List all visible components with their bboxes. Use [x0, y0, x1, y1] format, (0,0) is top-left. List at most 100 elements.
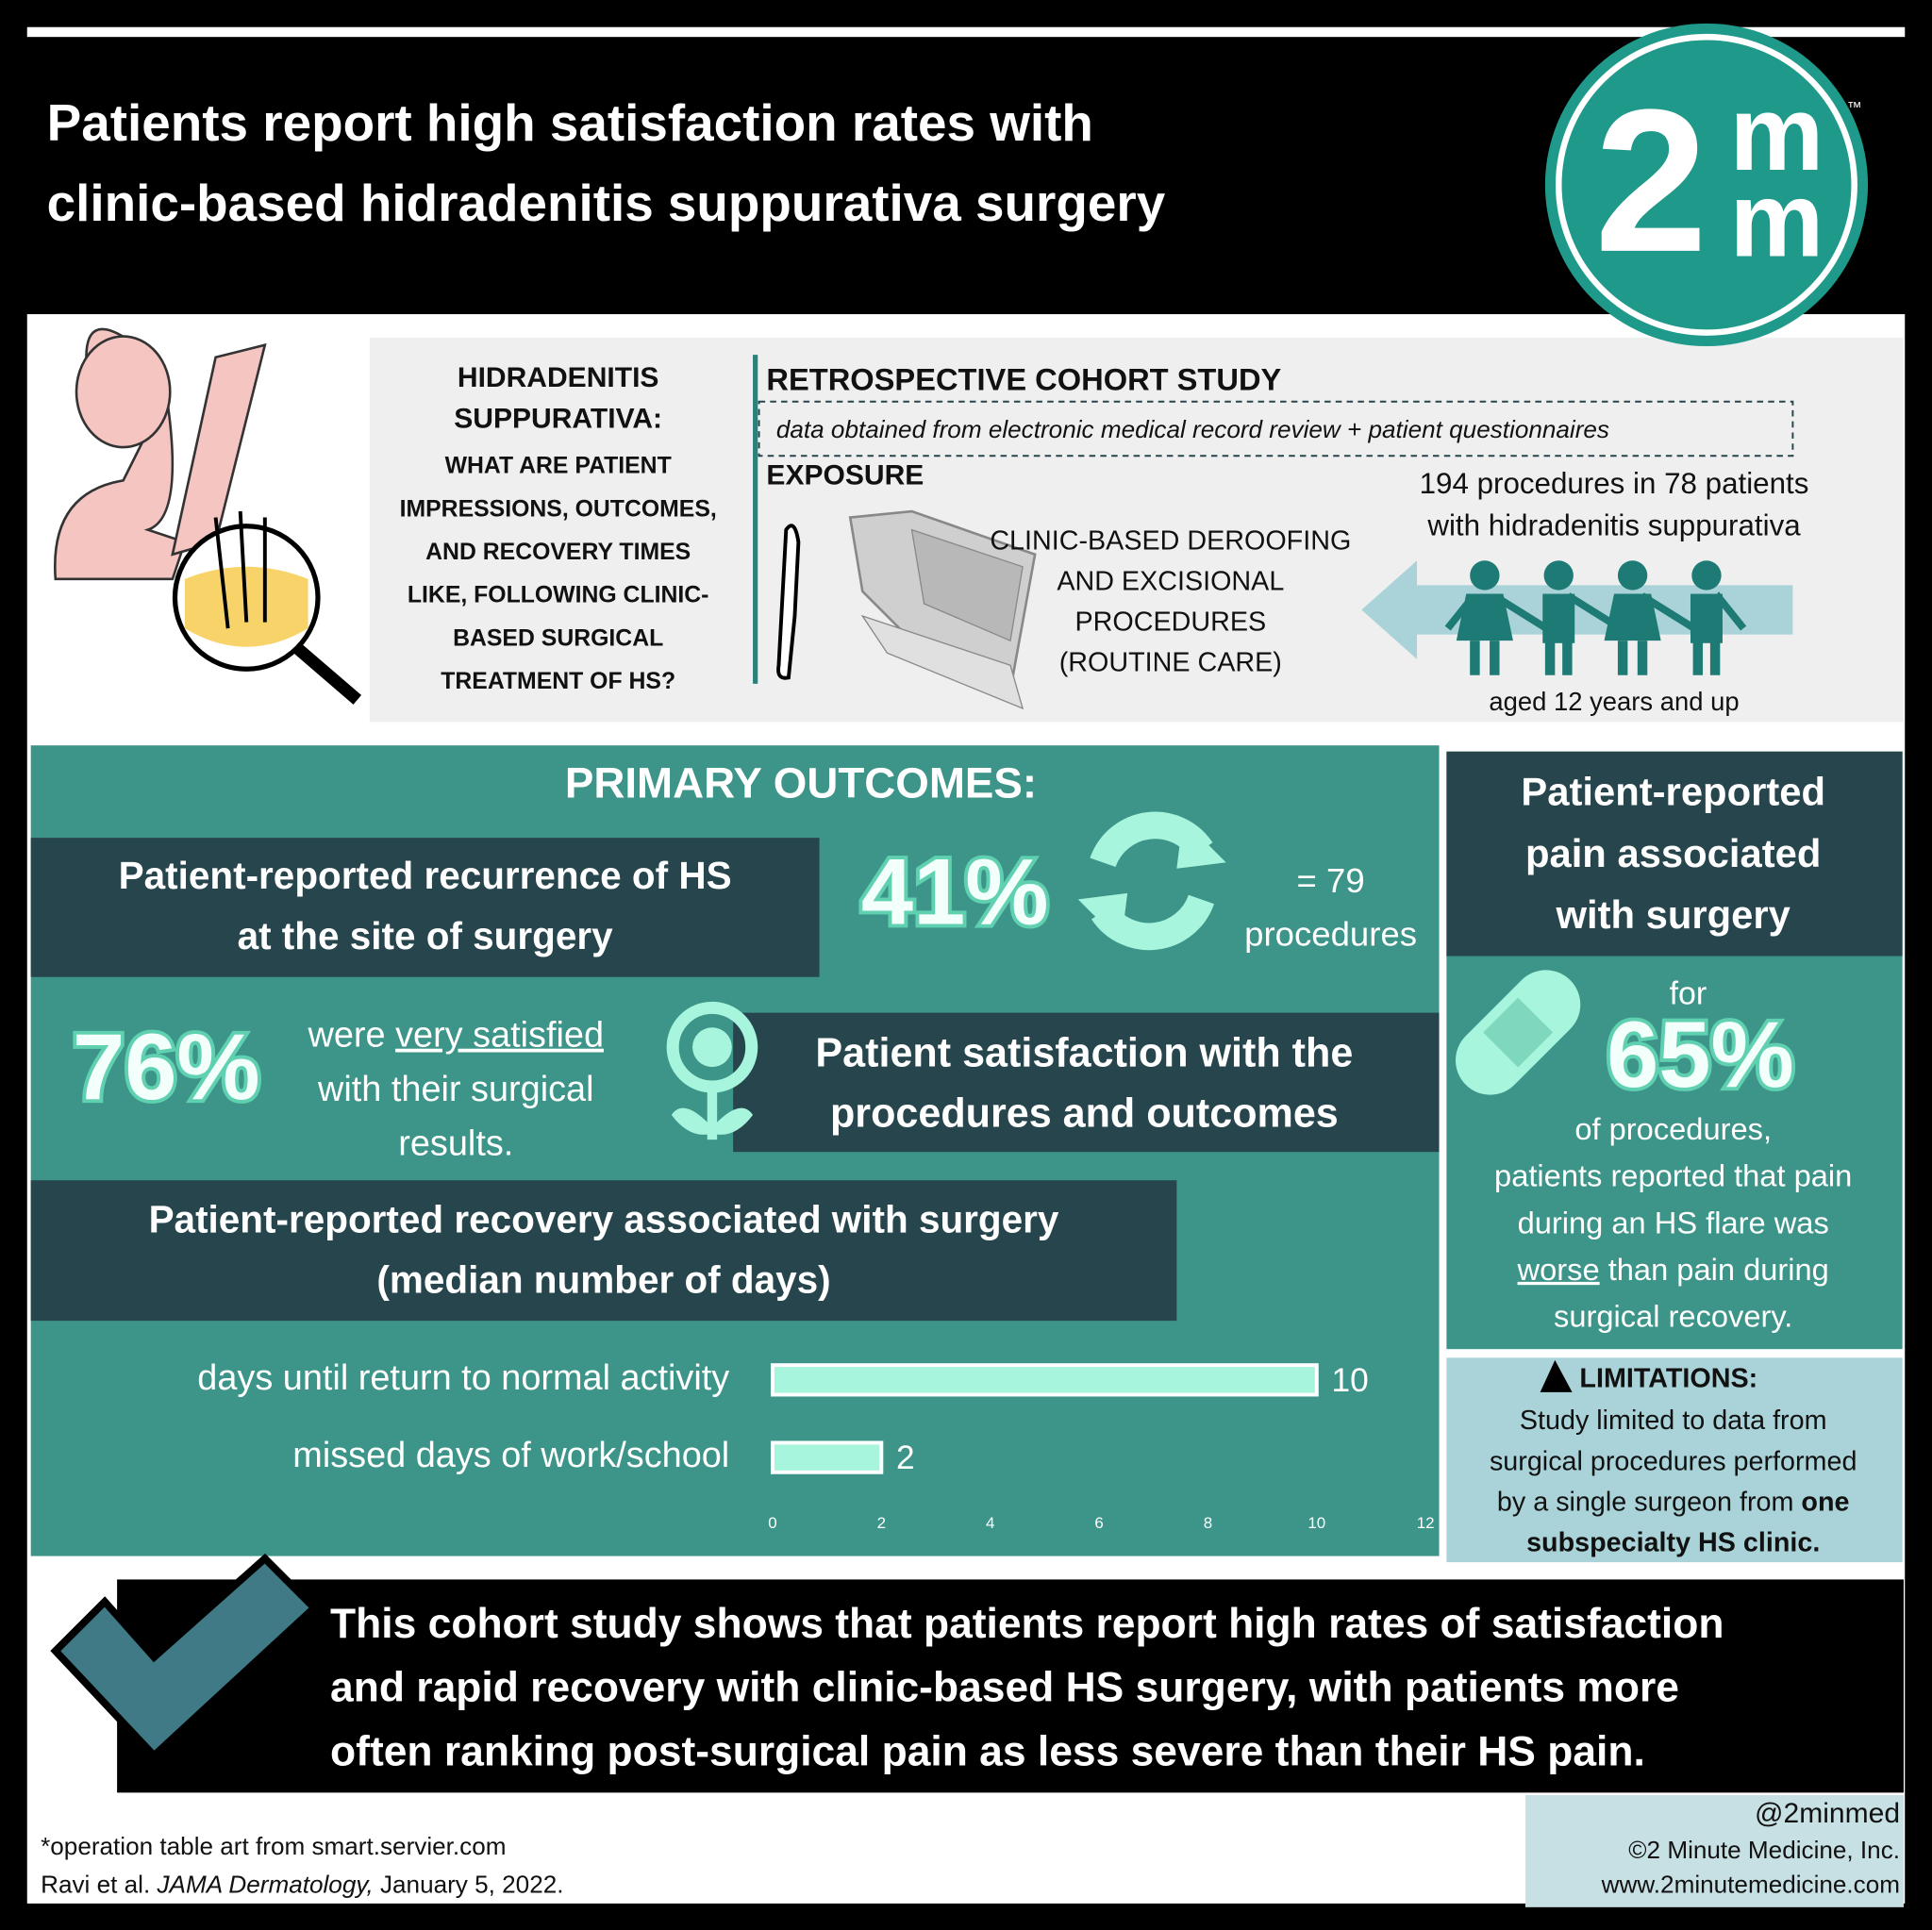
population-line: with hidradenitis suppurativa — [1426, 508, 1801, 541]
citation-part: January 5, 2022. — [374, 1871, 564, 1899]
data-source: data obtained from electronic medical re… — [776, 415, 1609, 443]
satisfaction-line-part: with their surgical — [317, 1070, 593, 1109]
satisfaction-line: with their surgical — [317, 1070, 593, 1109]
satisfaction-percent: 76% — [73, 1015, 260, 1120]
recurrence-label: at the site of surgery — [238, 914, 614, 957]
value-label: 10 — [1331, 1362, 1368, 1399]
art-credit: *operation table art from smart.servier.… — [41, 1832, 506, 1860]
question-line: AND RECOVERY TIMES — [425, 540, 691, 565]
title: clinic-based hidradenitis suppurativa su… — [47, 174, 1166, 232]
limitations-panel — [1446, 1357, 1903, 1563]
logo-ring — [1555, 33, 1857, 336]
recovery-label: (median number of days) — [376, 1257, 830, 1301]
exposure-label: EXPOSURE — [766, 459, 924, 491]
x-tick-label: 2 — [877, 1514, 886, 1532]
x-tick-label: 12 — [1417, 1514, 1435, 1532]
website: www.2minutemedicine.com — [1601, 1871, 1900, 1899]
population-line: 194 procedures in 78 patients — [1420, 467, 1809, 500]
satisfaction-line-part: very satisfied — [395, 1016, 604, 1056]
exposure-line: CLINIC-BASED DEROOFING — [990, 525, 1351, 556]
question-line: BASED SURGICAL — [453, 625, 663, 651]
logo-letter: m — [1729, 159, 1824, 278]
outcomes-heading: PRIMARY OUTCOMES: — [565, 758, 1037, 807]
copyright: ©2 Minute Medicine, Inc. — [1628, 1836, 1900, 1864]
question-heading: HIDRADENITIS — [458, 362, 659, 393]
recurrence-arrowhead — [1077, 892, 1128, 943]
recurrence-count: procedures — [1244, 914, 1417, 953]
exposure-line: AND EXCISIONAL — [1057, 566, 1284, 596]
operating-table-icon — [776, 509, 1037, 710]
conclusion-box — [117, 1579, 1904, 1793]
question-line: LIKE, FOLLOWING CLINIC- — [408, 583, 709, 608]
recurrence-label: Patient-reported recurrence of HS — [119, 854, 732, 897]
logo-digit: 2 — [1594, 67, 1707, 294]
x-tick-label: 0 — [768, 1514, 776, 1532]
value-label: 2 — [896, 1439, 915, 1476]
handle: @2minmed — [1755, 1798, 1900, 1829]
title: Patients report high satisfaction rates … — [47, 93, 1093, 152]
x-tick-label: 4 — [986, 1514, 994, 1532]
satisfaction-line: were very satisfied — [308, 1016, 605, 1056]
pain-line: of procedures, — [1574, 1111, 1772, 1146]
limitations-line: subspecialty HS clinic. — [1526, 1527, 1820, 1557]
pain-line-part: than pain during — [1600, 1252, 1829, 1287]
bar — [770, 1440, 884, 1474]
limitations-line-part: subspecialty HS clinic. — [1526, 1527, 1820, 1557]
x-tick-label: 6 — [1094, 1514, 1103, 1532]
question-heading: SUPPURATIVA: — [454, 403, 662, 434]
satisfaction-line: results. — [398, 1124, 513, 1164]
limitations-line: surgical procedures performed — [1490, 1446, 1857, 1476]
satisfaction-label: Patient satisfaction with the — [815, 1031, 1353, 1076]
x-tick-label: 8 — [1204, 1514, 1212, 1532]
pain-heading: Patient-reported — [1521, 769, 1825, 813]
recurrence-arrowhead — [1176, 819, 1226, 869]
recovery-label: Patient-reported recovery associated wit… — [149, 1197, 1059, 1240]
recovery-box — [30, 1180, 1177, 1322]
check-icon — [50, 1553, 320, 1761]
conclusion-line: This cohort study shows that patients re… — [330, 1601, 1724, 1647]
category-label: days until return to normal activity — [197, 1358, 729, 1398]
conclusion-line: and rapid recovery with clinic-based HS … — [330, 1665, 1679, 1711]
pain-line: patients reported that pain — [1494, 1157, 1852, 1192]
bandage-icon — [1456, 970, 1581, 1095]
satisfaction-label: procedures and outcomes — [830, 1091, 1339, 1137]
limitations-line: by a single surgeon from one — [1497, 1487, 1850, 1517]
pain-line-part: surgical recovery. — [1554, 1298, 1792, 1333]
pain-line: surgical recovery. — [1554, 1298, 1792, 1333]
pain-line-part: worse — [1517, 1252, 1600, 1287]
citation-part: JAMA Dermatology, — [156, 1871, 373, 1899]
footer-box — [1524, 1794, 1904, 1907]
pain-heading: with surgery — [1555, 892, 1790, 937]
pain-pre: for — [1670, 975, 1707, 1011]
exposure-line: (ROUTINE CARE) — [1059, 648, 1282, 678]
satisfaction-box — [733, 1012, 1440, 1153]
illustration — [53, 327, 362, 705]
age: aged 12 years and up — [1489, 687, 1739, 716]
exposure-line: PROCEDURES — [1074, 607, 1266, 637]
category-label: missed days of work/school — [292, 1436, 729, 1475]
logo-tm: ™ — [1847, 100, 1862, 116]
limitations-line-part: by a single surgeon from — [1497, 1487, 1801, 1517]
pain-percent: 65% — [1607, 1003, 1794, 1107]
recurrence-box — [30, 838, 820, 977]
limitations-line-part: one — [1801, 1487, 1849, 1517]
pain-heading-box — [1446, 751, 1903, 957]
logo-circle — [1544, 23, 1869, 347]
pain-line: during an HS flare was — [1518, 1205, 1829, 1240]
pain-line: worse than pain during — [1517, 1252, 1829, 1287]
pain-line-part: during an HS flare was — [1518, 1205, 1829, 1240]
limitations-line-part: surgical procedures performed — [1490, 1446, 1857, 1476]
pain-heading: pain associated — [1525, 831, 1821, 875]
satisfaction-line-part: results. — [398, 1124, 513, 1164]
citation: Ravi et al. JAMA Dermatology, January 5,… — [41, 1871, 563, 1899]
study-design: RETROSPECTIVE COHORT STUDY — [766, 362, 1281, 397]
pain-line-part: patients reported that pain — [1494, 1157, 1852, 1192]
bar — [770, 1363, 1319, 1397]
question-line: WHAT ARE PATIENT — [445, 454, 672, 479]
warning-icon — [1540, 1359, 1573, 1392]
satisfaction-line-part: were — [308, 1016, 396, 1056]
limitations-line: Study limited to data from — [1520, 1406, 1827, 1436]
flower-icon — [666, 1001, 758, 1140]
logo-letter: m — [1729, 74, 1824, 192]
